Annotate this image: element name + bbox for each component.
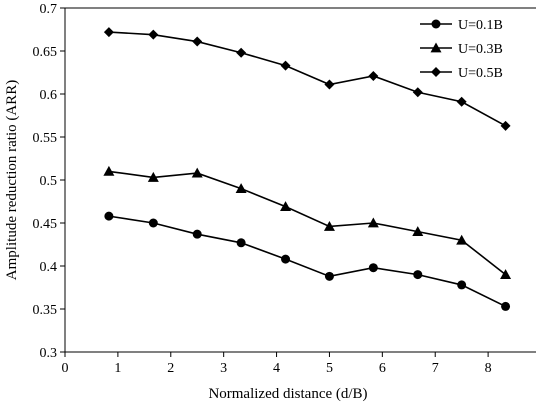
series-line <box>108 215 506 308</box>
data-point-triangle <box>500 269 512 279</box>
data-point-diamond <box>236 47 247 58</box>
data-point-diamond <box>148 29 159 40</box>
y-tick-label: 0.7 <box>40 2 58 17</box>
x-tick-label: 4 <box>273 361 280 376</box>
plot-frame <box>64 7 536 353</box>
data-point-diamond <box>412 87 423 98</box>
data-point-diamond <box>280 60 291 71</box>
legend-entry: U=0.1B <box>420 18 503 33</box>
x-axis-ticks: 0123456789 <box>62 352 492 376</box>
data-point-triangle <box>456 234 468 245</box>
x-tick-label: 8 <box>485 361 492 376</box>
data-point-triangle <box>147 171 159 182</box>
y-tick-label: 0.65 <box>33 45 58 60</box>
x-tick-label: 6 <box>379 361 386 376</box>
data-point-circle <box>501 301 511 311</box>
plot-area <box>64 7 536 353</box>
data-point-diamond <box>192 36 203 47</box>
data-point-circle <box>148 218 158 228</box>
series-line <box>108 31 506 127</box>
data-point-diamond <box>324 79 335 90</box>
series-layer <box>103 27 512 311</box>
data-point-circle <box>281 254 291 264</box>
data-point-circle <box>368 263 378 273</box>
y-tick-label: 0.35 <box>33 303 58 318</box>
legend-entry: U=0.3B <box>420 42 503 57</box>
x-axis-label: Normalized distance (d/B) <box>208 386 367 402</box>
x-tick-label: 1 <box>114 361 121 376</box>
data-point-circle <box>324 271 334 281</box>
x-tick-label: 0 <box>62 361 69 376</box>
data-point-triangle <box>280 201 292 212</box>
series-circle <box>104 211 511 311</box>
data-point-triangle <box>412 226 424 236</box>
y-tick-label: 0.4 <box>40 260 58 275</box>
data-point-triangle <box>235 183 247 193</box>
data-point-diamond <box>368 70 379 81</box>
y-tick-label: 0.3 <box>40 346 58 361</box>
y-axis-ticks: 0.3 0.35 0.4 0.45 0.5 0.55 0.6 0.65 0.7 <box>33 2 65 361</box>
data-point-circle <box>192 229 202 239</box>
series-triangle <box>103 165 512 279</box>
data-point-diamond <box>500 120 511 131</box>
y-tick-label: 0.6 <box>40 88 58 103</box>
data-point-triangle <box>430 42 442 53</box>
x-tick-label: 5 <box>326 361 333 376</box>
data-point-triangle <box>323 220 335 231</box>
legend-label: U=0.1B <box>458 18 503 33</box>
x-tick-label: 3 <box>220 361 227 376</box>
data-point-circle <box>431 19 441 29</box>
x-tick-label: 7 <box>432 361 439 376</box>
legend: U=0.1B U=0.3B U=0.5B <box>420 18 503 81</box>
y-tick-label: 0.55 <box>33 131 58 146</box>
y-tick-label: 0.45 <box>33 217 58 232</box>
data-point-triangle <box>103 165 115 176</box>
x-tick-label: 2 <box>167 361 174 376</box>
data-point-circle <box>413 270 423 280</box>
data-point-diamond <box>456 96 467 107</box>
data-point-diamond <box>103 27 114 38</box>
series-diamond <box>103 27 511 131</box>
data-point-triangle <box>367 217 379 228</box>
data-point-triangle <box>191 167 203 178</box>
legend-entry: U=0.5B <box>420 66 503 81</box>
series-line <box>108 170 507 276</box>
data-point-diamond <box>431 67 441 77</box>
data-point-circle <box>457 280 467 290</box>
y-axis-label: Amplitude reduction ratio (ARR) <box>4 80 20 280</box>
data-point-circle <box>236 238 246 248</box>
data-point-circle <box>104 211 114 221</box>
legend-label: U=0.5B <box>458 66 503 81</box>
legend-label: U=0.3B <box>458 42 503 57</box>
y-tick-label: 0.5 <box>40 174 58 189</box>
